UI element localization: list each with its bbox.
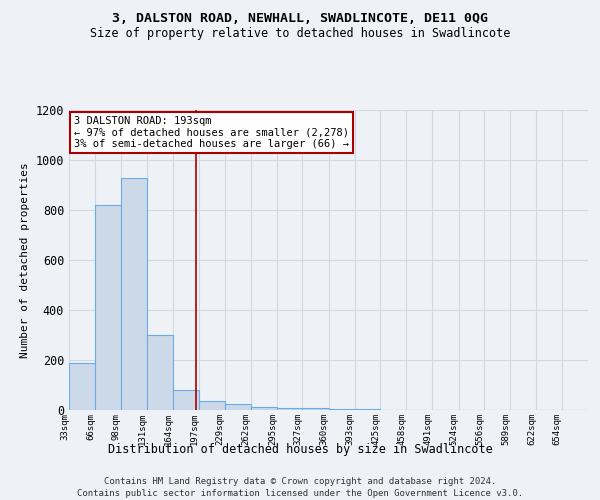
Bar (251, 407, 277, 410)
Text: Distribution of detached houses by size in Swadlincote: Distribution of detached houses by size … (107, 442, 493, 456)
Bar (121, 178, 147, 410)
Bar (199, 401, 224, 410)
Bar (147, 335, 173, 410)
Bar (355, 409, 380, 410)
Text: 3 DALSTON ROAD: 193sqm
← 97% of detached houses are smaller (2,278)
3% of semi-d: 3 DALSTON ROAD: 193sqm ← 97% of detached… (74, 116, 349, 149)
Bar (224, 404, 251, 410)
Bar (302, 408, 329, 410)
Text: 3, DALSTON ROAD, NEWHALL, SWADLINCOTE, DE11 0QG: 3, DALSTON ROAD, NEWHALL, SWADLINCOTE, D… (112, 12, 488, 26)
Bar (95, 205, 121, 410)
Bar (329, 409, 355, 410)
Bar (277, 408, 302, 410)
Text: Contains HM Land Registry data © Crown copyright and database right 2024.: Contains HM Land Registry data © Crown c… (104, 478, 496, 486)
Text: Size of property relative to detached houses in Swadlincote: Size of property relative to detached ho… (90, 28, 510, 40)
Bar (69, 362, 95, 410)
Text: Contains public sector information licensed under the Open Government Licence v3: Contains public sector information licen… (77, 489, 523, 498)
Y-axis label: Number of detached properties: Number of detached properties (20, 162, 30, 358)
Bar (173, 390, 199, 410)
